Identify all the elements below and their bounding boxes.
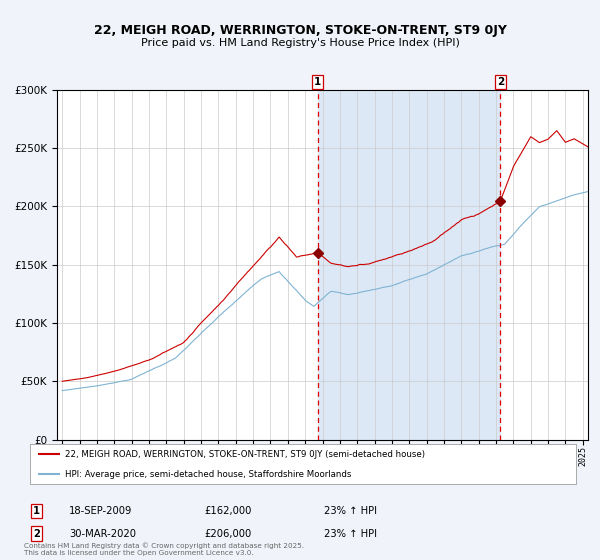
Bar [317,90,500,440]
Text: £162,000: £162,000 [204,506,251,516]
Text: 1: 1 [314,77,321,87]
Text: HPI: Average price, semi-detached house, Staffordshire Moorlands: HPI: Average price, semi-detached house,… [65,470,352,479]
Text: 1: 1 [33,506,40,516]
Text: 30-MAR-2020: 30-MAR-2020 [69,529,136,539]
Text: 2: 2 [33,529,40,539]
Text: 22, MEIGH ROAD, WERRINGTON, STOKE-ON-TRENT, ST9 0JY (semi-detached house): 22, MEIGH ROAD, WERRINGTON, STOKE-ON-TRE… [65,450,425,459]
Text: £206,000: £206,000 [204,529,251,539]
Text: 18-SEP-2009: 18-SEP-2009 [69,506,133,516]
Text: 23% ↑ HPI: 23% ↑ HPI [324,506,377,516]
Text: Price paid vs. HM Land Registry's House Price Index (HPI): Price paid vs. HM Land Registry's House … [140,38,460,48]
Text: 23% ↑ HPI: 23% ↑ HPI [324,529,377,539]
Text: 22, MEIGH ROAD, WERRINGTON, STOKE-ON-TRENT, ST9 0JY: 22, MEIGH ROAD, WERRINGTON, STOKE-ON-TRE… [94,24,506,37]
Text: 2: 2 [497,77,504,87]
Text: Contains HM Land Registry data © Crown copyright and database right 2025.
This d: Contains HM Land Registry data © Crown c… [24,542,304,556]
